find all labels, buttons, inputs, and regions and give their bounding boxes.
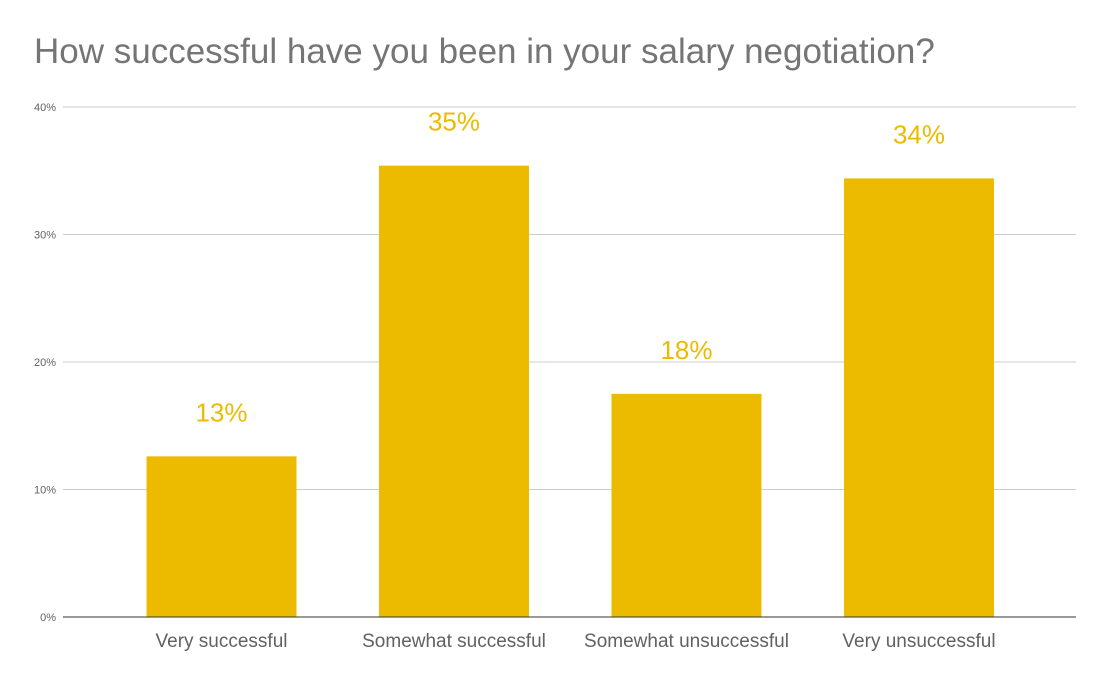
x-axis-labels: Very successful Somewhat successful Somewh… — [156, 631, 996, 652]
chart-title: How successful have you been in your sal… — [34, 32, 935, 71]
x-tick-label: Somewhat unsuccessful — [584, 631, 789, 652]
data-label: 13% — [195, 397, 247, 427]
y-tick-label: 30% — [34, 230, 56, 242]
bar — [611, 393, 762, 617]
data-label: 34% — [893, 119, 945, 149]
x-tick-label: Very successful — [156, 631, 288, 652]
bar — [146, 456, 297, 617]
y-tick-label: 40% — [34, 102, 56, 114]
x-tick-label: Somewhat successful — [362, 631, 546, 652]
x-tick-label: Very unsuccessful — [842, 631, 995, 652]
bar — [379, 165, 529, 617]
y-tick-label: 0% — [40, 612, 56, 624]
data-label: 35% — [428, 107, 480, 137]
data-label: 18% — [660, 335, 712, 365]
y-axis-ticks: 0% 10% 20% 30% 40% — [34, 102, 56, 624]
y-tick-label: 10% — [34, 485, 56, 497]
data-labels: 13% 35% 18% 34% — [195, 107, 945, 428]
bars — [146, 165, 994, 617]
bar — [844, 178, 994, 617]
y-tick-label: 20% — [34, 357, 56, 369]
